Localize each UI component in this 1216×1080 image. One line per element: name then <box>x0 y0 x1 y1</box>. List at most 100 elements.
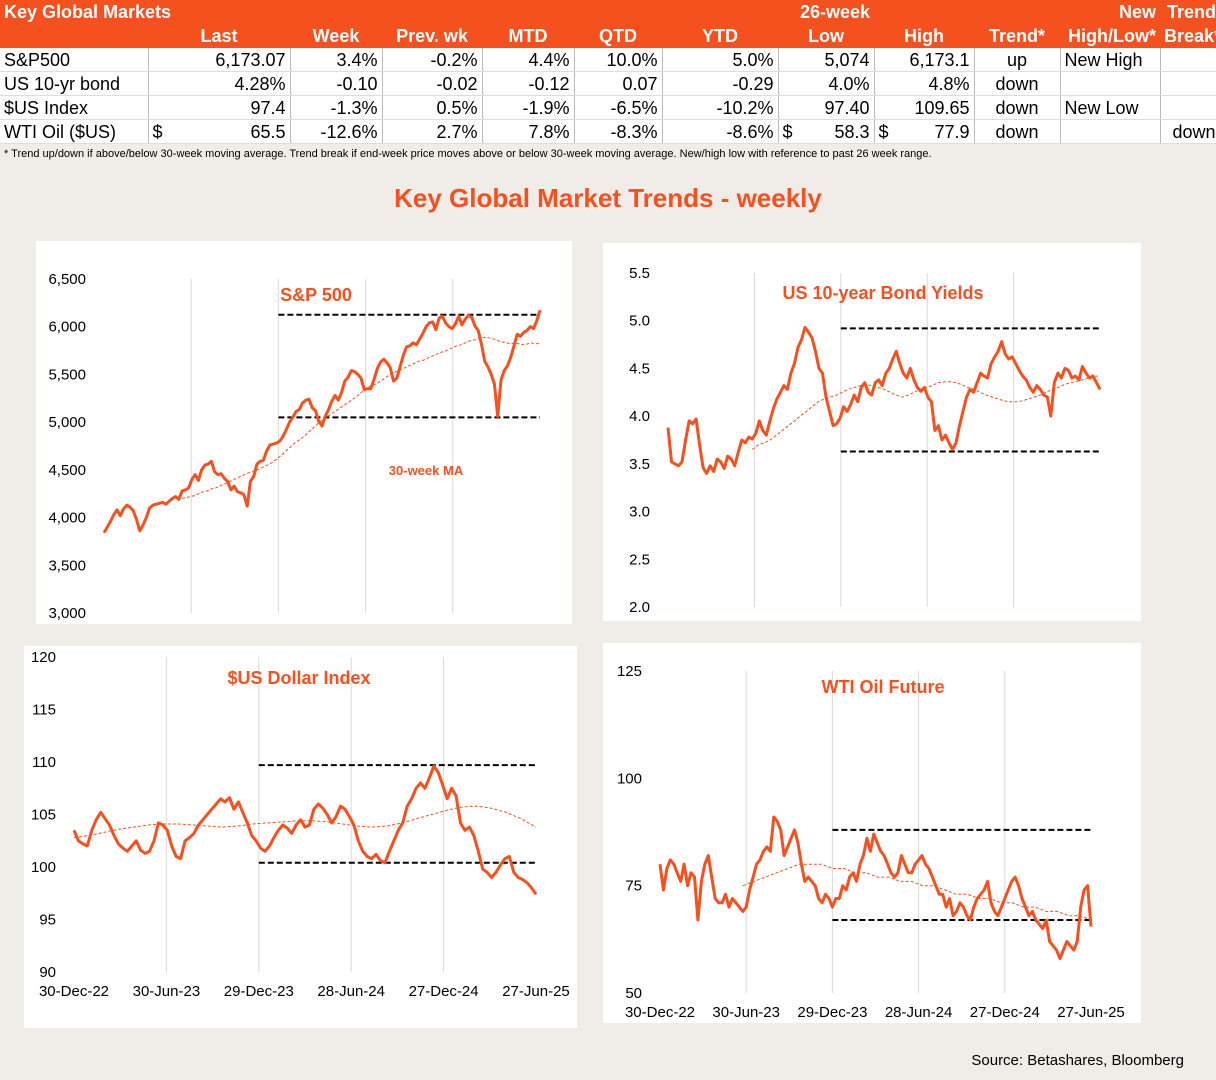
cell-last: 97.4 <box>148 95 291 120</box>
y-tick-label: 3,500 <box>48 557 86 574</box>
hdr1-trend-break: Trend <box>1160 0 1216 24</box>
row-name: US 10-yr bond <box>0 71 149 96</box>
price-line <box>102 309 542 534</box>
cell-prev: 0.5% <box>382 95 483 120</box>
y-tick-label: 90 <box>39 964 56 981</box>
y-tick-label: 2.5 <box>629 551 650 568</box>
y-tick-label: 5,000 <box>48 414 86 431</box>
table-row: $US Index 97.4 -1.3% 0.5% -1.9% -6.5% -1… <box>0 95 1216 120</box>
y-tick-label: 120 <box>31 649 56 666</box>
hdr2-prev: Prev. wk <box>382 24 482 48</box>
cell-highlow <box>1060 71 1161 96</box>
cell-trend: down <box>974 95 1061 120</box>
hdr1-week <box>290 0 382 24</box>
cell-last: 4.28% <box>148 71 291 96</box>
cell-break <box>1160 48 1216 72</box>
x-tick-label: 27-Dec-24 <box>970 1004 1040 1021</box>
moving-average-line <box>751 375 1100 450</box>
y-tick-label: 3,000 <box>48 605 86 622</box>
price-line <box>658 815 1093 961</box>
cell-last-value: 65.5 <box>250 121 286 142</box>
cell-week: -0.10 <box>290 71 383 96</box>
y-tick-label: 95 <box>39 912 56 929</box>
hdr2-break: Break* <box>1160 24 1216 48</box>
cell-high-value: 77.9 <box>934 121 970 142</box>
cell-prev: 2.7% <box>382 119 483 144</box>
hdr2-mtd: MTD <box>482 24 574 48</box>
dollar-index-chart-panel: 90 95 100 105 110 115 120 30-Dec-22 30-Jun-23 29-… <box>24 646 577 1028</box>
cell-mtd: -1.9% <box>482 95 575 120</box>
main-title: Key Global Market Trends - weekly <box>394 183 822 213</box>
table-row: WTI Oil ($US) $65.5 -12.6% 2.7% 7.8% -8.… <box>0 119 1216 144</box>
cell-ytd: -10.2% <box>662 95 779 120</box>
y-tick-label: 100 <box>31 859 56 876</box>
chart-title: $US Dollar Index <box>227 668 370 688</box>
cell-trend: down <box>974 71 1061 96</box>
cell-highlow: New Low <box>1060 95 1161 120</box>
y-tick-label: 3.5 <box>629 456 650 473</box>
x-tick-label: 27-Dec-24 <box>409 983 479 1000</box>
hdr2-last: Last <box>148 24 290 48</box>
y-tick-label: 6,000 <box>48 319 86 336</box>
currency-symbol: $ <box>878 121 889 142</box>
hdr1-26week: 26-week <box>778 0 874 24</box>
y-tick-label: 125 <box>617 663 642 680</box>
y-tick-label: 110 <box>32 754 56 771</box>
cell-high: $77.9 <box>874 119 975 144</box>
cell-mtd: 7.8% <box>482 119 575 144</box>
cell-low: $58.3 <box>778 119 875 144</box>
row-name: WTI Oil ($US) <box>0 119 149 144</box>
y-tick-label: 4,000 <box>48 510 86 527</box>
cell-highlow <box>1060 119 1161 144</box>
x-tick-label: 30-Dec-22 <box>39 983 109 1000</box>
markets-table: Key Global Markets 26-week New Trend Las… <box>0 0 1216 144</box>
cell-prev: -0.02 <box>382 71 483 96</box>
oil-chart-panel: 50 75 100 125 30-Dec-22 30-Jun-23 29-Dec-23 28-… <box>603 643 1141 1023</box>
x-tick-label: 30-Jun-23 <box>133 983 201 1000</box>
row-name: $US Index <box>0 95 149 120</box>
y-tick-label: 5.5 <box>629 265 650 282</box>
cell-last: $65.5 <box>148 119 291 144</box>
x-tick-label: 30-Dec-22 <box>625 1004 695 1021</box>
cell-trend: down <box>974 119 1061 144</box>
header-row-1: Key Global Markets 26-week New Trend <box>0 0 1216 24</box>
hdr2-trend: Trend* <box>974 24 1060 48</box>
hdr1-qtd <box>574 0 662 24</box>
bond-yield-chart-panel: 2.0 2.5 3.0 3.5 4.0 4.5 5.0 5.5 US 10-year Bond … <box>603 243 1141 621</box>
y-tick-label: 5.0 <box>629 313 650 330</box>
y-tick-label: 4.5 <box>629 360 650 377</box>
cell-break <box>1160 71 1216 96</box>
sp500-chart: 3,000 3,500 4,000 4,500 5,000 5,500 6,000 6,500… <box>48 271 542 622</box>
cell-mtd: 4.4% <box>482 48 575 72</box>
hdr2-name <box>0 24 148 48</box>
y-tick-label: 4.0 <box>629 408 650 425</box>
cell-qtd: -8.3% <box>574 119 663 144</box>
y-tick-label: 115 <box>32 702 56 719</box>
moving-average-line <box>181 336 541 499</box>
hdr2-ytd: YTD <box>662 24 778 48</box>
cell-low: 4.0% <box>778 71 875 96</box>
x-tick-label: 29-Dec-23 <box>797 1004 867 1021</box>
cell-mtd: -0.12 <box>482 71 575 96</box>
y-tick-label: 105 <box>31 807 56 824</box>
cell-ytd: -8.6% <box>662 119 779 144</box>
cell-ytd: -0.29 <box>662 71 779 96</box>
y-tick-label: 2.0 <box>629 599 650 616</box>
x-tick-label: 29-Dec-23 <box>224 983 294 1000</box>
hdr1-last <box>148 0 290 24</box>
sp500-chart-panel: 3,000 3,500 4,000 4,500 5,000 5,500 6,000 6,500… <box>36 241 572 624</box>
hdr1-mtd <box>482 0 574 24</box>
header-row-2: Last Week Prev. wk MTD QTD YTD Low High … <box>0 24 1216 48</box>
hdr2-week: Week <box>290 24 382 48</box>
cell-week: 3.4% <box>290 48 383 72</box>
cell-break: down <box>1160 119 1216 144</box>
price-line <box>666 325 1102 475</box>
y-tick-label: 6,500 <box>48 271 86 288</box>
cell-high: 4.8% <box>874 71 975 96</box>
price-line <box>72 764 538 896</box>
y-tick-label: 50 <box>625 985 642 1002</box>
cell-break <box>1160 95 1216 120</box>
table-title: Key Global Markets <box>0 0 171 24</box>
source-note: Source: Betashares, Bloomberg <box>971 1052 1184 1069</box>
cell-highlow: New High <box>1060 48 1161 72</box>
